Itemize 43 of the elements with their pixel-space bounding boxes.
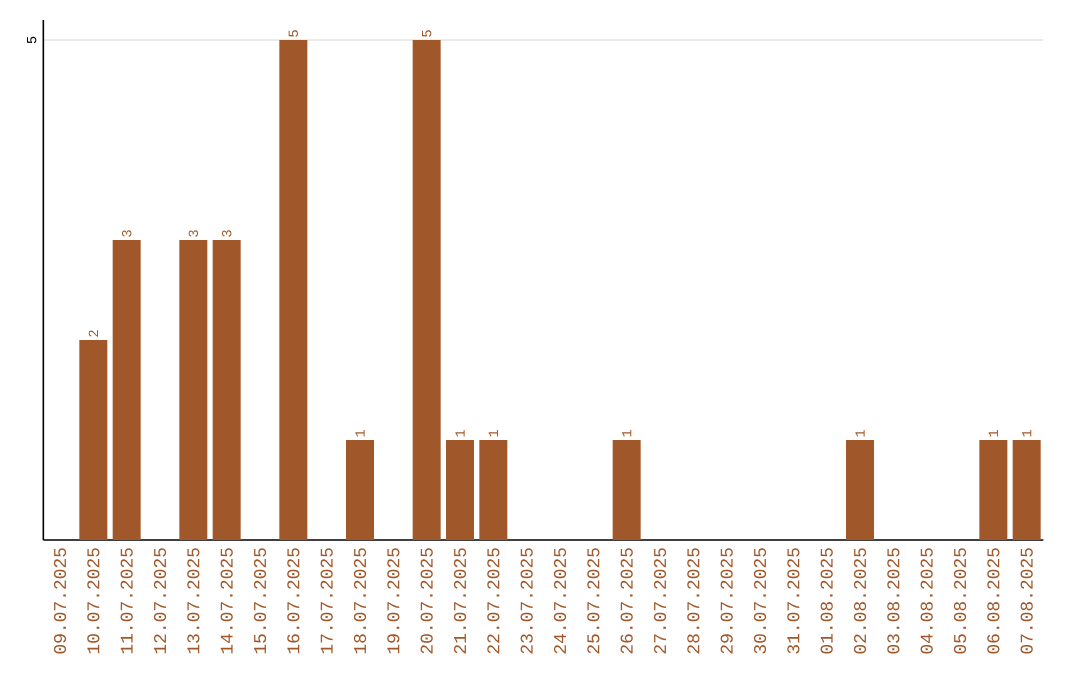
x-tick-label: 02.08.2025	[853, 548, 867, 654]
x-tick-label: 26.07.2025	[620, 548, 633, 654]
x-tick-label: 19.07.2025	[387, 548, 400, 654]
x-tick-label: 16.07.2025	[287, 548, 300, 654]
x-tick-label: 31.07.2025	[787, 548, 800, 654]
x-tick-label: 23.07.2025	[520, 548, 533, 654]
x-tick-label: 27.07.2025	[653, 548, 667, 654]
x-tick-label: 05.08.2025	[953, 548, 967, 654]
x-tick-label: 21.07.2025	[453, 548, 467, 654]
bar	[212, 240, 241, 540]
x-tick-label: 11.07.2025	[120, 548, 133, 654]
x-tick-label: 29.07.2025	[720, 548, 733, 654]
bar	[179, 240, 208, 540]
x-tick-label: 07.08.2025	[1020, 548, 1033, 654]
x-tick-label: 24.07.2025	[553, 548, 567, 654]
x-tick-label: 13.07.2025	[187, 548, 200, 654]
bar	[1012, 440, 1041, 540]
x-tick-label: 15.07.2025	[253, 548, 267, 654]
x-tick-label: 20.07.2025	[420, 548, 433, 654]
x-tick-label: 04.08.2025	[920, 548, 933, 654]
bar	[479, 440, 508, 540]
x-tick-label: 18.07.2025	[353, 548, 367, 654]
bar	[846, 440, 875, 540]
bar	[446, 440, 475, 540]
x-tick-label: 14.07.2025	[220, 548, 233, 654]
bar	[346, 440, 375, 540]
x-tick-label: 09.07.2025	[53, 548, 67, 654]
bar	[412, 40, 441, 540]
x-tick-label: 28.07.2025	[687, 548, 700, 654]
x-tick-label: 03.08.2025	[887, 548, 900, 654]
bar	[112, 240, 141, 540]
bar	[79, 340, 108, 540]
x-tick-label: 06.08.2025	[987, 548, 1000, 654]
bar	[279, 40, 308, 540]
x-tick-label: 30.07.2025	[753, 548, 767, 654]
bar	[979, 440, 1008, 540]
x-tick-label: 22.07.2025	[487, 548, 500, 654]
x-tick-label: 12.07.2025	[153, 548, 167, 654]
x-tick-label: 25.07.2025	[587, 548, 600, 654]
x-tick-label: 10.07.2025	[87, 548, 100, 654]
bar	[612, 440, 641, 540]
x-tick-label: 01.08.2025	[820, 548, 833, 654]
x-tick-label: 17.07.2025	[320, 548, 333, 654]
